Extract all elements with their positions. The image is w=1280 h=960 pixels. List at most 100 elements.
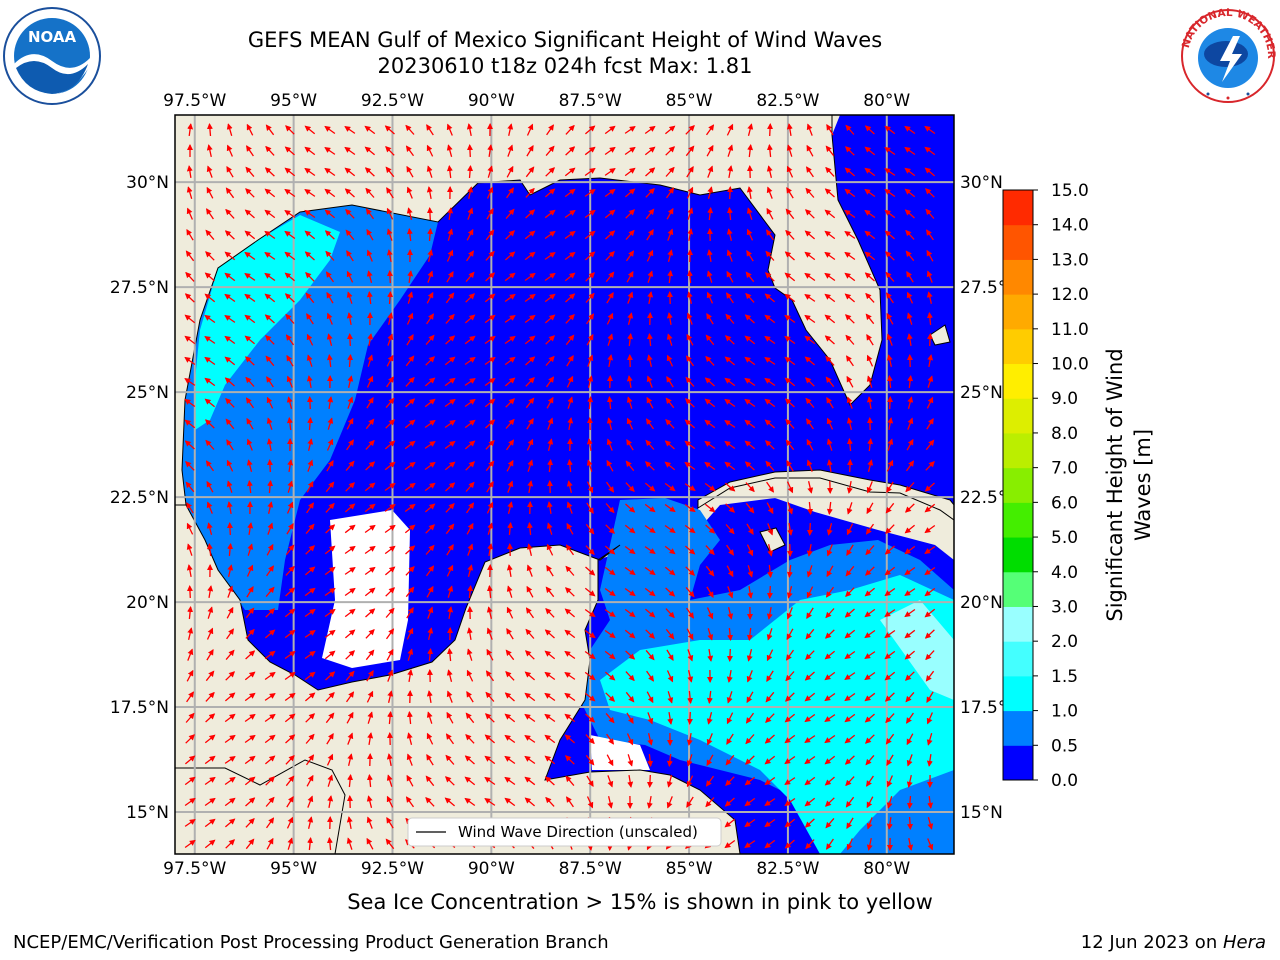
wave-direction-arrow (786, 123, 793, 137)
wave-direction-arrow (665, 146, 676, 156)
wave-direction-arrow (506, 459, 514, 472)
wave-direction-arrow (325, 250, 335, 261)
wave-direction-arrow (445, 482, 456, 492)
wave-direction-arrow (645, 649, 655, 661)
wave-direction-arrow (685, 124, 695, 135)
wave-direction-arrow (506, 606, 514, 619)
wave-direction-arrow (825, 608, 835, 619)
wave-direction-arrow (924, 524, 936, 534)
wave-direction-arrow (686, 270, 693, 284)
wave-direction-arrow (566, 522, 574, 535)
wave-direction-arrow (564, 272, 576, 282)
wave-direction-arrow (804, 251, 816, 261)
wave-direction-arrow (545, 167, 556, 177)
wave-direction-arrow (764, 335, 776, 345)
wave-direction-arrow (807, 481, 814, 494)
wave-direction-arrow (686, 186, 694, 199)
wave-direction-arrow (246, 438, 253, 451)
wave-direction-arrow (244, 273, 256, 281)
wave-direction-arrow (826, 417, 834, 430)
wave-direction-arrow (787, 502, 794, 515)
wave-direction-arrow (486, 501, 494, 514)
wave-direction-arrow (265, 124, 275, 136)
wave-direction-arrow (507, 480, 514, 493)
wave-direction-arrow (766, 649, 774, 662)
colorbar-segment (1003, 537, 1033, 573)
footer-credit: NCEP/EMC/Verification Post Processing Pr… (13, 932, 609, 953)
wave-direction-arrow (227, 585, 234, 598)
wave-direction-arrow (564, 650, 576, 660)
wave-direction-arrow (226, 123, 233, 136)
wave-direction-arrow (444, 398, 456, 408)
wave-direction-arrow (584, 146, 596, 156)
lon-label-bottom: 97.5°W (163, 859, 226, 879)
wave-direction-arrow (427, 648, 434, 662)
wave-direction-arrow (344, 188, 355, 198)
wave-direction-arrow (624, 566, 636, 576)
wave-direction-arrow (284, 251, 296, 261)
wave-direction-arrow (526, 123, 534, 136)
wave-direction-arrow (586, 502, 594, 514)
wave-direction-arrow (304, 650, 316, 660)
lon-label-top: 87.5°W (559, 91, 622, 111)
wave-direction-arrow (904, 588, 916, 596)
wave-direction-arrow (307, 438, 314, 451)
wave-direction-arrow (705, 334, 715, 346)
colorbar-tick-label: 5.0 (1051, 528, 1078, 548)
wave-direction-arrow (885, 502, 895, 514)
wave-direction-arrow (244, 230, 256, 240)
wave-direction-arrow (864, 671, 876, 681)
wave-direction-arrow (846, 438, 853, 452)
wave-direction-arrow (864, 251, 876, 261)
wave-direction-arrow (407, 270, 414, 283)
wave-direction-arrow (425, 565, 435, 577)
wave-direction-arrow (447, 606, 454, 620)
wave-direction-arrow (284, 230, 296, 240)
lon-labels-top: 97.5°W 95°W 92.5°W 90°W 87.5°W 85°W 82.5°W 80°W (163, 91, 910, 111)
wave-direction-arrow (207, 585, 214, 599)
wave-direction-arrow (365, 628, 375, 639)
wave-direction-arrow (306, 396, 313, 410)
wave-direction-arrow (484, 356, 496, 366)
wave-direction-arrow (825, 166, 835, 177)
wave-direction-arrow (686, 291, 693, 304)
wave-direction-arrow (526, 585, 534, 598)
wave-direction-arrow (786, 165, 794, 178)
wave-direction-arrow (604, 671, 616, 681)
wave-direction-arrow (344, 146, 356, 156)
wave-direction-arrow (405, 355, 415, 367)
noaa-logo: NOAA (3, 7, 101, 105)
wave-direction-arrow (247, 543, 254, 556)
wave-direction-arrow (844, 314, 855, 324)
wave-direction-arrow (427, 627, 434, 640)
wave-direction-arrow (206, 627, 214, 640)
wave-direction-arrow (446, 564, 454, 577)
wave-direction-arrow (824, 314, 836, 324)
wave-direction-arrow (705, 545, 715, 556)
wave-direction-arrow (406, 607, 414, 619)
wave-direction-arrow (446, 271, 454, 283)
wave-direction-arrow (405, 145, 415, 157)
wave-direction-arrow (466, 522, 474, 535)
wave-direction-arrow (727, 627, 734, 641)
wave-direction-arrow (546, 565, 554, 577)
wave-direction-arrow (605, 250, 615, 261)
wave-direction-arrow (805, 628, 815, 640)
wave-direction-arrow (727, 165, 734, 179)
wave-direction-arrow (304, 608, 316, 618)
wave-direction-arrow (446, 669, 453, 682)
wave-direction-arrow (624, 167, 636, 177)
wave-direction-arrow (505, 649, 515, 661)
wave-direction-arrow (226, 165, 234, 178)
wave-direction-arrow (886, 375, 893, 389)
wave-direction-arrow (746, 649, 753, 662)
wave-direction-arrow (644, 146, 656, 156)
wave-direction-arrow (864, 608, 876, 618)
wave-direction-arrow (645, 167, 656, 177)
wave-direction-arrow (245, 397, 255, 409)
wave-direction-arrow (424, 377, 436, 387)
wave-direction-arrow (307, 417, 314, 431)
wave-direction-arrow (267, 501, 274, 514)
wave-direction-arrow (704, 440, 716, 450)
colorbar-segment (1003, 710, 1033, 746)
